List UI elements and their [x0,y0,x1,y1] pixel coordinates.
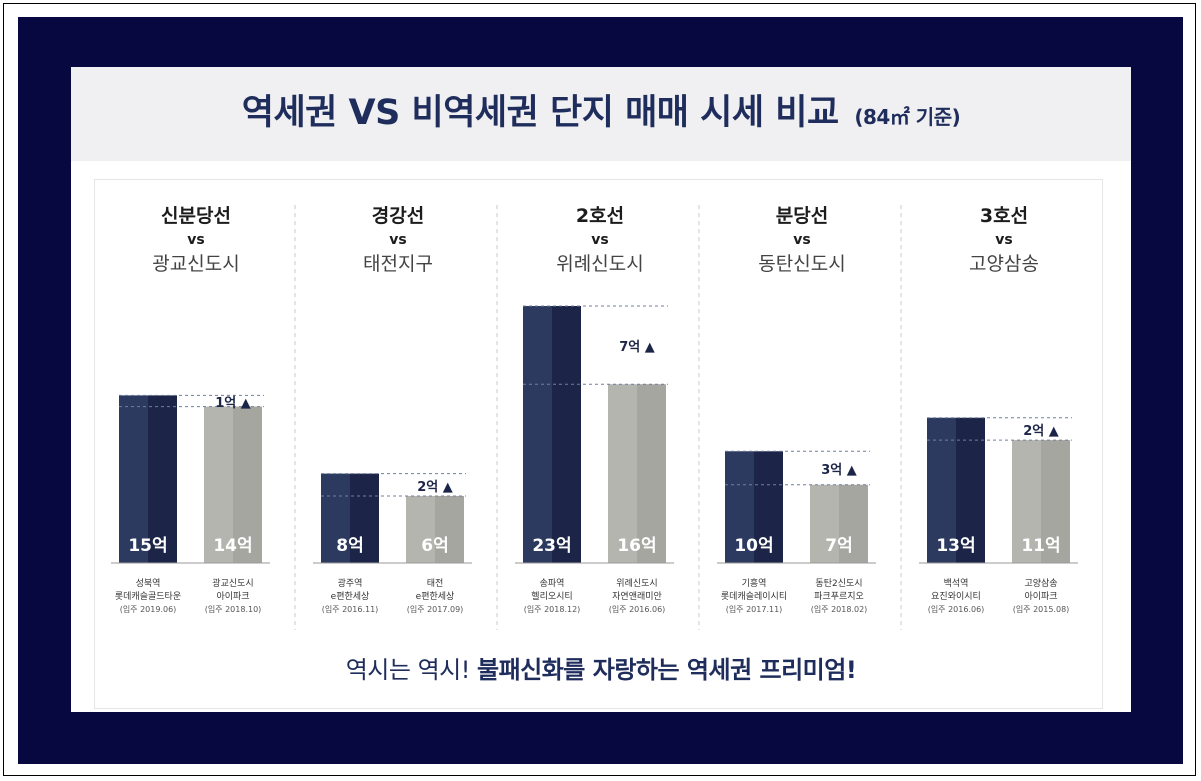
non-station-caption-date: (입주 2016.06) [609,605,666,614]
group-line-name: 경강선 [372,205,424,227]
non-station-caption-complex: 파크푸르지오 [814,591,864,602]
station-bar-left [119,395,148,563]
difference-label: 2억 ▲ [417,480,453,495]
station-bar-right [148,395,177,563]
station-bar-left [725,451,754,563]
station-value-label: 8억 [336,536,363,556]
station-caption-date: (입주 2019.06) [120,605,177,614]
group-vs: vs [591,232,608,248]
non-station-caption-name: 동탄2신도시 [815,578,862,589]
station-caption-name: 백석역 [944,578,969,589]
station-value-label: 13억 [936,536,975,556]
difference-label: 3억 ▲ [821,463,857,478]
station-value-label: 23억 [532,536,571,556]
station-bar-right [956,417,985,563]
station-caption-complex: e편한세상 [331,590,370,602]
non-station-bar-left [810,484,839,563]
group-vs: vs [995,232,1012,248]
footer-part1: 역시는 역시! [345,656,477,684]
station-caption-date: (입주 2016.11) [322,605,379,614]
title-sub: (84㎡ 기준) [854,105,961,129]
station-caption-name: 기흥역 [742,577,767,589]
difference-label: 2억 ▲ [1023,424,1059,439]
station-caption-name: 광주역 [338,577,363,589]
station-bar-right [754,451,783,563]
station-value-label: 10억 [734,536,773,556]
station-caption-complex: 롯데캐슬골드타운 [115,591,181,602]
station-caption-date: (입주 2018.12) [524,605,581,614]
title-main: 역세권 VS 비역세권 단지 매매 시세 비교 [241,93,839,133]
group-area-name: 고양삼송 [969,253,1039,275]
station-bar-left [927,417,956,563]
non-station-caption-name: 위례신도시 [616,578,657,589]
group-area-name: 동탄신도시 [758,253,845,275]
station-caption-date: (입주 2017.11) [726,605,783,614]
station-caption-complex: 요진와이시티 [931,590,981,602]
non-station-bar-right [839,484,868,563]
non-station-caption-date: (입주 2018.02) [811,605,868,614]
non-station-caption-complex: 아이파크 [1024,591,1057,602]
difference-label: 1억 ▲ [215,396,251,411]
non-station-value-label: 14억 [213,536,252,556]
non-station-bar-left [608,384,637,563]
group-line-name: 2호선 [576,205,624,227]
footer-slogan: 역시는 역시! 불패신화를 자랑하는 역세권 프리미엄! [71,650,1131,685]
group-line-name: 3호선 [980,205,1028,227]
non-station-caption-name: 태전 [427,578,444,589]
group-line-name: 신분당선 [161,205,231,227]
non-station-bar-right [1041,440,1070,563]
non-station-bar-right [435,495,464,563]
non-station-value-label: 7억 [825,536,852,556]
group-line-name: 분당선 [776,205,828,227]
non-station-caption-complex: e편한세상 [416,590,455,602]
station-caption-name: 성북역 [136,578,161,589]
non-station-caption-complex: 자연앤래미안 [612,591,662,602]
non-station-bar-left [1012,440,1041,563]
difference-label: 7억 ▲ [619,340,655,355]
station-bar-left [523,306,552,563]
non-station-caption-date: (입주 2015.08) [1013,605,1070,614]
non-station-caption-complex: 아이파크 [216,591,249,602]
non-station-bar-left [204,406,233,563]
page-title: 역세권 VS 비역세권 단지 매매 시세 비교 (84㎡ 기준) [71,84,1131,135]
non-station-caption-name: 광교신도시 [212,577,253,589]
title-band [71,67,1131,161]
non-station-caption-date: (입주 2018.10) [205,605,262,614]
station-caption-name: 송파역 [540,578,565,589]
non-station-caption-name: 고양삼송 [1024,578,1057,589]
non-station-value-label: 16억 [617,536,656,556]
non-station-value-label: 11억 [1021,536,1060,556]
non-station-value-label: 6억 [421,536,448,556]
station-caption-date: (입주 2016.06) [928,605,985,614]
group-area-name: 태전지구 [363,253,433,275]
non-station-bar-right [233,406,262,563]
group-vs: vs [187,232,204,248]
group-area-name: 위례신도시 [556,253,643,275]
non-station-bar-right [637,384,666,563]
non-station-caption-date: (입주 2017.09) [407,605,464,614]
station-caption-complex: 롯데캐슬레이시티 [721,591,787,602]
station-bar-right [552,306,581,563]
group-area-name: 광교신도시 [152,253,239,275]
non-station-bar-left [406,495,435,563]
station-value-label: 15억 [128,536,167,556]
group-vs: vs [793,232,810,248]
station-caption-complex: 헬리오시티 [531,591,572,602]
station-bar-left [321,473,350,563]
station-bar-right [350,473,379,563]
group-vs: vs [389,232,406,248]
footer-part2: 불패신화를 자랑하는 역세권 프리미엄! [476,656,857,684]
